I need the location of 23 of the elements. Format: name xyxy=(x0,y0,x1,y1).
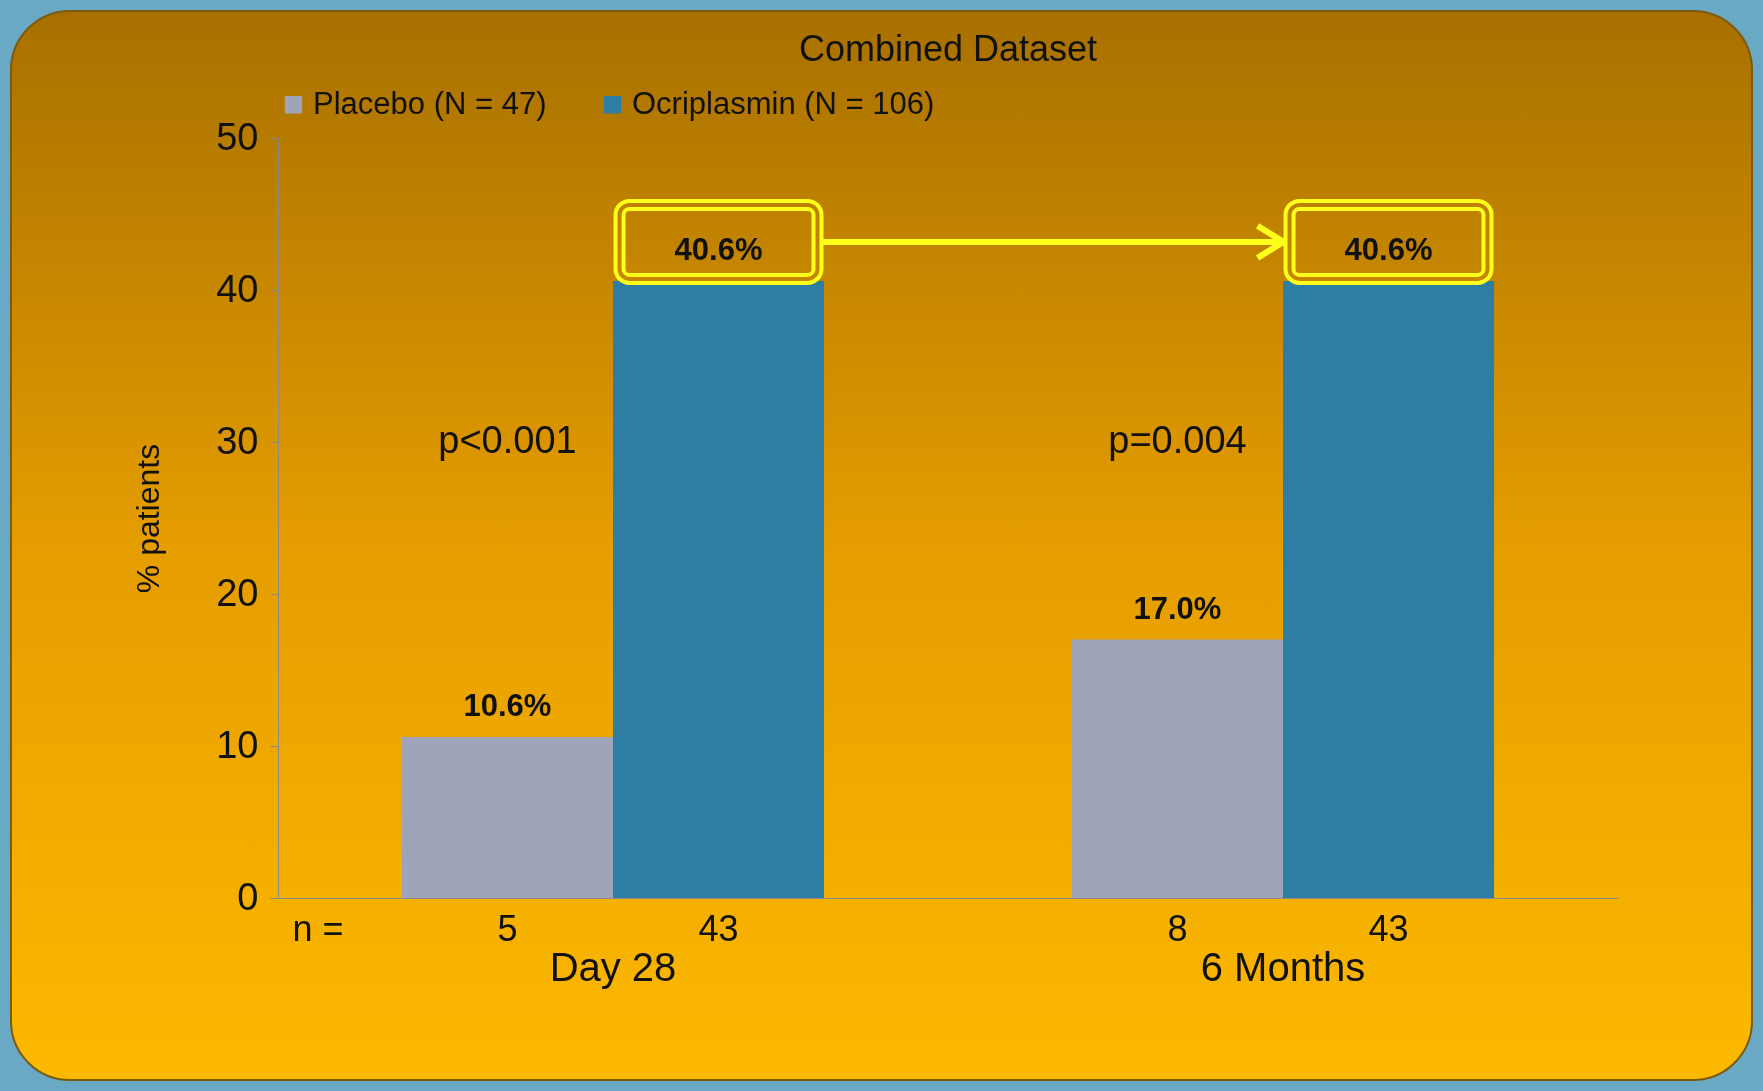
y-tick-label: 50 xyxy=(216,115,259,158)
y-tick-label: 30 xyxy=(216,419,259,462)
legend-label: Ocriplasmin (N = 106) xyxy=(632,85,935,121)
legend-label: Placebo (N = 47) xyxy=(313,85,547,121)
x-tick-label: 6 Months xyxy=(1200,944,1366,989)
y-tick-label: 20 xyxy=(216,571,259,614)
text: n = xyxy=(292,908,344,949)
annotation: p<0.001 xyxy=(438,419,577,461)
data-label: 17.0% xyxy=(1133,590,1222,626)
y-tick-label: 40 xyxy=(216,267,259,310)
data-label: 40.6% xyxy=(674,231,763,267)
text: 8 xyxy=(1167,908,1188,949)
y-tick-label: 0 xyxy=(237,875,259,918)
y-tick-label: 10 xyxy=(216,723,259,766)
annotation: p=0.004 xyxy=(1108,419,1247,461)
text: 43 xyxy=(698,908,739,949)
data-label: 10.6% xyxy=(463,687,552,723)
x-tick-label: Day 28 xyxy=(549,944,677,989)
text: 43 xyxy=(1368,908,1409,949)
y-axis-title: % patients xyxy=(130,443,167,594)
text: 5 xyxy=(497,908,518,949)
data-label: 40.6% xyxy=(1344,231,1433,267)
chart-title: Combined Dataset xyxy=(798,28,1098,69)
